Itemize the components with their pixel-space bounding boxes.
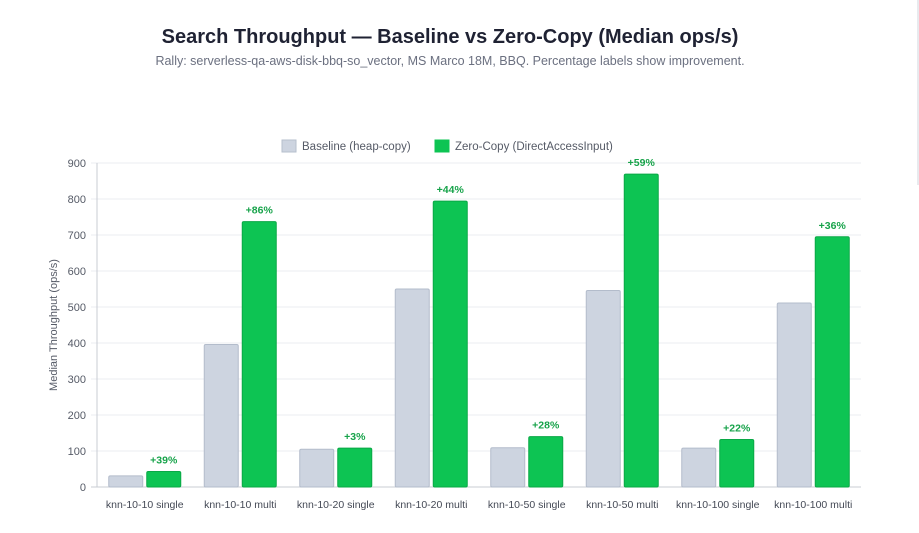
chart-subtitle: Rally: serverless-qa-aws-disk-bbq-so_vec…: [155, 54, 745, 68]
bar-baseline[interactable]: [108, 475, 144, 488]
y-tick-label: 600: [68, 266, 86, 278]
labels-layer: +39% knn-10-10 single +86% knn-10-10 multi +…: [106, 157, 852, 511]
bars-layer: [108, 173, 850, 488]
legend-swatch-zerocopy[interactable]: [434, 139, 450, 153]
bar-baseline[interactable]: [203, 343, 239, 488]
bar-baseline[interactable]: [299, 448, 335, 488]
bar-baseline[interactable]: [776, 302, 812, 488]
bar-zerocopy[interactable]: [432, 200, 468, 488]
y-tick-label: 500: [68, 302, 86, 314]
y-axis-title: Median Throughput (ops/s): [48, 259, 60, 391]
legend-label-zerocopy[interactable]: Zero-Copy (DirectAccessInput): [455, 141, 613, 153]
bar-baseline[interactable]: [681, 447, 717, 488]
improvement-label: +28%: [532, 420, 560, 432]
x-tick-label: knn-10-50 single: [488, 499, 566, 511]
y-tick-label: 700: [68, 230, 86, 242]
improvement-label: +44%: [437, 184, 465, 196]
edge-line: [917, 0, 919, 185]
y-tick-label: 800: [68, 194, 86, 206]
y-tick-label: 100: [68, 446, 86, 458]
bar-baseline[interactable]: [394, 288, 430, 488]
x-tick-label: knn-10-100 multi: [774, 499, 852, 511]
chart-title: Search Throughput — Baseline vs Zero-Cop…: [161, 26, 739, 48]
y-tick-label: 0: [80, 482, 86, 494]
x-tick-label: knn-10-100 single: [676, 499, 760, 511]
bar-zerocopy[interactable]: [528, 436, 564, 488]
improvement-label: +22%: [723, 422, 751, 434]
improvement-label: +3%: [344, 431, 366, 443]
improvement-label: +36%: [819, 220, 847, 232]
y-tick-label: 900: [68, 158, 86, 170]
legend: Baseline (heap-copy) Zero-Copy (DirectAcc…: [281, 139, 613, 153]
bar-zerocopy[interactable]: [337, 447, 373, 488]
bar-zerocopy[interactable]: [146, 471, 182, 488]
improvement-label: +86%: [246, 205, 274, 217]
y-tick-label: 300: [68, 374, 86, 386]
legend-label-baseline[interactable]: Baseline (heap-copy): [302, 141, 411, 153]
bar-zerocopy[interactable]: [241, 221, 277, 488]
bar-baseline[interactable]: [490, 447, 526, 488]
bar-baseline[interactable]: [585, 289, 621, 488]
legend-swatch-baseline[interactable]: [281, 139, 297, 153]
x-tick-label: knn-10-10 multi: [204, 499, 276, 511]
bar-zerocopy[interactable]: [814, 236, 850, 488]
bar-zerocopy[interactable]: [623, 173, 659, 488]
x-tick-label: knn-10-20 multi: [395, 499, 467, 511]
x-tick-label: knn-10-50 multi: [586, 499, 658, 511]
improvement-label: +39%: [150, 455, 178, 467]
improvement-label: +59%: [628, 157, 656, 169]
y-tick-label: 400: [68, 338, 86, 350]
x-tick-label: knn-10-10 single: [106, 499, 184, 511]
bar-zerocopy[interactable]: [719, 438, 755, 488]
x-tick-label: knn-10-20 single: [297, 499, 375, 511]
y-tick-label: 200: [68, 410, 86, 422]
